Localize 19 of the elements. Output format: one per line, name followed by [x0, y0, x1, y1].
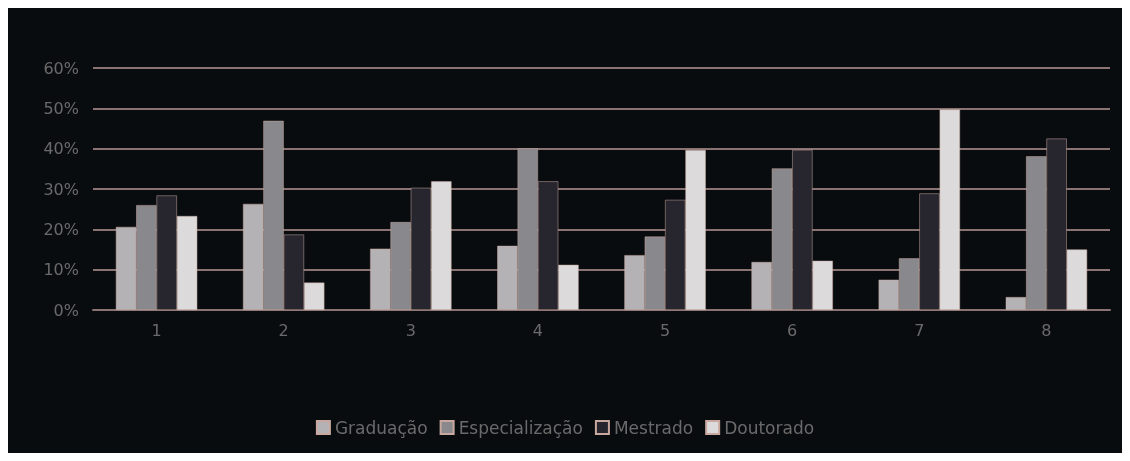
x-tick-label: 7: [914, 320, 925, 340]
y-tick-label: 0%: [53, 300, 79, 320]
x-tick-label: 3: [405, 320, 416, 340]
x-tick-label: 1: [151, 320, 162, 340]
legend-label: Mestrado: [613, 417, 694, 438]
x-tick-label: 6: [787, 320, 798, 340]
legend-label: Graduação: [334, 417, 428, 438]
x-tick-label: 5: [659, 320, 671, 340]
y-tick-label: 30%: [43, 179, 79, 199]
x-tick-label: 4: [532, 320, 544, 340]
x-tick-label: 2: [278, 320, 289, 340]
y-tick-label: 40%: [43, 139, 79, 159]
legend-label: Doutorado: [724, 417, 815, 438]
y-tick-label: 50%: [43, 98, 79, 118]
y-tick-label: 10%: [43, 260, 79, 280]
legend-label: Especialização: [458, 417, 583, 438]
y-tick-label: 60%: [43, 58, 79, 78]
x-tick-label: 8: [1041, 320, 1052, 340]
y-tick-label: 20%: [43, 219, 79, 239]
